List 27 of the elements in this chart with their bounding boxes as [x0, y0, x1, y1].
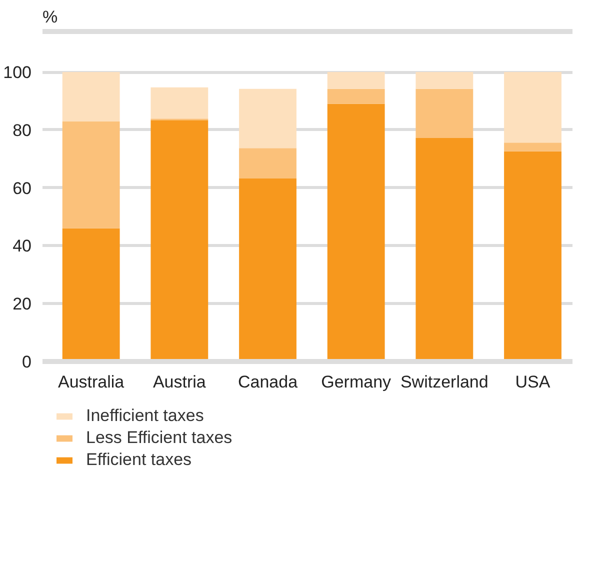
- bar: [239, 88, 296, 148]
- x-tick-label: Austria: [152, 372, 206, 392]
- y-tick-label: 20: [12, 294, 32, 314]
- y-tick-label: 40: [12, 236, 32, 256]
- bar: [416, 88, 474, 138]
- legend-label: Less Efficient taxes: [86, 428, 232, 448]
- y-tick-label: 0: [22, 352, 32, 372]
- bar: [150, 87, 208, 119]
- bar: [504, 72, 562, 143]
- bar: [239, 148, 296, 179]
- x-tick-label: Canada: [238, 372, 298, 392]
- x-tick-label: Switzerland: [400, 372, 488, 392]
- bar: [62, 122, 120, 228]
- legend-label: Efficient taxes: [86, 450, 192, 470]
- y-tick-label: 80: [12, 120, 32, 140]
- y-tick-label: 100: [3, 63, 32, 82]
- bar: [416, 72, 474, 89]
- bar: [327, 72, 385, 89]
- bar: [327, 88, 385, 104]
- y-tick-label: 60: [12, 178, 32, 198]
- bar: [62, 72, 120, 122]
- x-tick-label: Germany: [321, 372, 392, 392]
- x-tick-label: Australia: [58, 372, 125, 392]
- legend-label: Inefficient taxes: [86, 406, 204, 426]
- y-axis-title: %: [42, 8, 58, 26]
- x-tick-label: USA: [515, 372, 551, 392]
- bar: [504, 142, 562, 152]
